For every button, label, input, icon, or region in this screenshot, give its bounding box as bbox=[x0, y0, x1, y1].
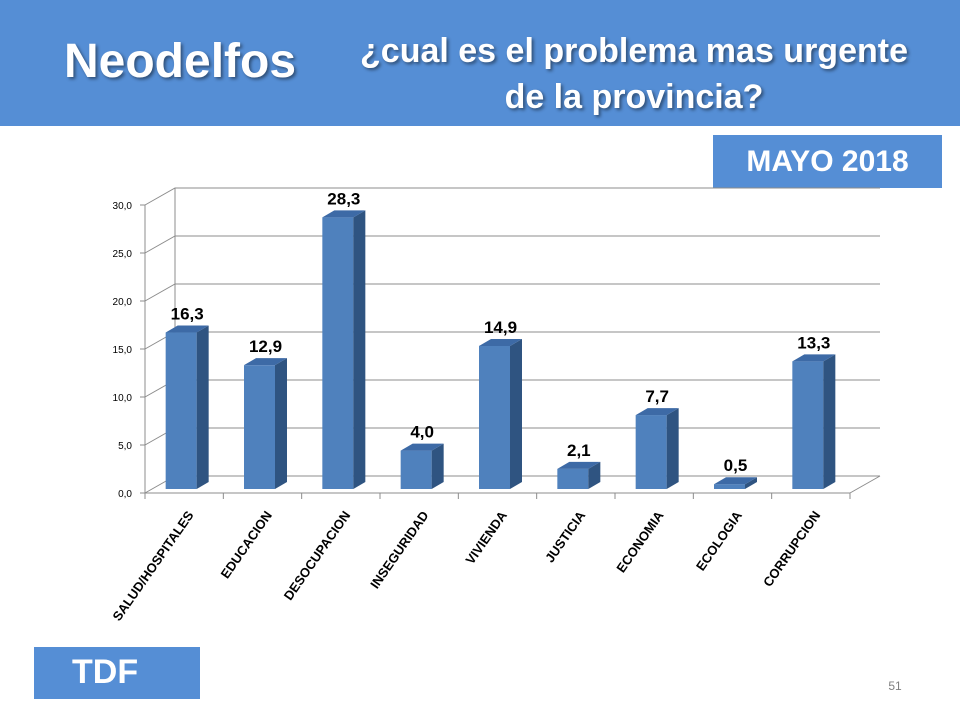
x-tick-label: CORRUPCION bbox=[760, 508, 823, 589]
x-tick-label: VIVIENDA bbox=[462, 508, 510, 567]
y-tick-label: 15,0 bbox=[113, 345, 133, 356]
y-tick-label: 10,0 bbox=[113, 393, 133, 404]
question-line-2: de la provincia? bbox=[504, 78, 764, 116]
page-number: 51 bbox=[888, 679, 902, 693]
chart-question: ¿cual es el problema mas urgente de la p… bbox=[326, 28, 942, 120]
data-label: 13,3 bbox=[797, 333, 830, 352]
y-tick-label: 0,0 bbox=[118, 489, 132, 500]
x-tick-label: SALUD/HOSPITALES bbox=[109, 508, 196, 624]
data-label: 4,0 bbox=[410, 423, 434, 442]
floor-right-edge bbox=[849, 475, 881, 494]
x-tick-label: ECOLOGIA bbox=[693, 508, 745, 574]
bar-side bbox=[823, 354, 836, 489]
bar-side bbox=[431, 443, 444, 489]
bar-top bbox=[635, 408, 679, 416]
bar-side bbox=[353, 210, 366, 489]
gridline bbox=[144, 187, 880, 206]
data-label: 28,3 bbox=[327, 189, 360, 208]
bar-side bbox=[666, 408, 679, 489]
data-label: 0,5 bbox=[724, 456, 748, 475]
y-tick-label: 30,0 bbox=[113, 201, 133, 212]
x-tick-label: JUSTICIA bbox=[542, 508, 589, 566]
bar bbox=[322, 217, 354, 489]
x-tick-label: EDUCACION bbox=[218, 508, 275, 581]
data-label: 12,9 bbox=[249, 337, 282, 356]
data-label: 2,1 bbox=[567, 441, 591, 460]
bar-side bbox=[196, 325, 209, 489]
bar bbox=[557, 468, 589, 489]
bar bbox=[635, 415, 667, 489]
date-badge: MAYO 2018 bbox=[713, 135, 942, 188]
x-tick-label: ECONOMIA bbox=[613, 508, 667, 576]
bar-top bbox=[244, 358, 287, 366]
x-tick-label: INSEGURIDAD bbox=[367, 508, 431, 591]
bar-top bbox=[557, 461, 601, 469]
gridline bbox=[144, 235, 880, 254]
bar bbox=[165, 332, 197, 489]
gridline bbox=[144, 283, 880, 302]
bar-side bbox=[588, 461, 601, 489]
data-label: 16,3 bbox=[171, 305, 204, 324]
header-banner: Neodelfos ¿cual es el problema mas urgen… bbox=[0, 0, 960, 126]
x-tick-label: DESOCUPACION bbox=[281, 508, 354, 603]
bar-side bbox=[510, 338, 522, 489]
bar bbox=[792, 361, 824, 489]
bar-top bbox=[792, 354, 836, 362]
y-tick-label: 25,0 bbox=[113, 249, 133, 260]
bar-top bbox=[322, 210, 366, 218]
bar bbox=[244, 365, 275, 489]
bar-top bbox=[165, 325, 209, 333]
y-tick-label: 5,0 bbox=[118, 441, 132, 452]
bar-side bbox=[745, 477, 757, 489]
question-line-1: ¿cual es el problema mas urgente bbox=[360, 32, 908, 70]
bar-top bbox=[479, 338, 522, 346]
region-badge: TDF bbox=[34, 647, 200, 699]
bar bbox=[714, 484, 745, 489]
y-tick-label: 20,0 bbox=[113, 297, 133, 308]
bar bbox=[479, 345, 510, 489]
data-label: 7,7 bbox=[645, 387, 669, 406]
bar-chart: 0,0 5,0 10,0 15,0 20,0 25,0 30,0 16,3 SALUD/HOSP… bbox=[109, 187, 881, 624]
brand-title: Neodelfos bbox=[64, 35, 297, 88]
bar bbox=[400, 450, 432, 489]
data-label: 14,9 bbox=[484, 318, 517, 337]
bar-top bbox=[714, 477, 757, 485]
bar-side bbox=[275, 358, 287, 489]
bar-top bbox=[400, 443, 444, 451]
